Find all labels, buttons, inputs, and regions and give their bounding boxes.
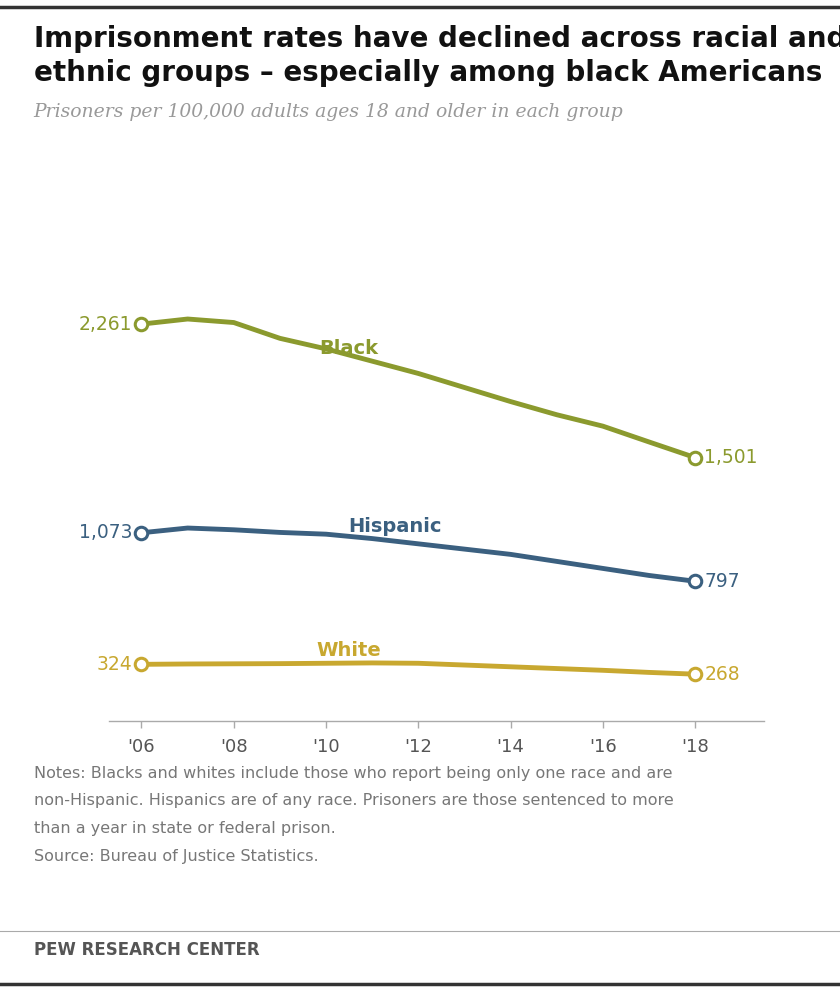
- Text: non-Hispanic. Hispanics are of any race. Prisoners are those sentenced to more: non-Hispanic. Hispanics are of any race.…: [34, 793, 674, 808]
- Text: 797: 797: [705, 572, 740, 591]
- Text: 2,261: 2,261: [79, 314, 132, 334]
- Text: Black: Black: [320, 339, 379, 358]
- Text: 324: 324: [97, 655, 132, 674]
- Text: ethnic groups – especially among black Americans: ethnic groups – especially among black A…: [34, 59, 822, 87]
- Text: Notes: Blacks and whites include those who report being only one race and are: Notes: Blacks and whites include those w…: [34, 766, 672, 781]
- Text: Imprisonment rates have declined across racial and: Imprisonment rates have declined across …: [34, 25, 840, 52]
- Text: PEW RESEARCH CENTER: PEW RESEARCH CENTER: [34, 941, 260, 958]
- Text: Hispanic: Hispanic: [349, 517, 442, 535]
- Text: 1,073: 1,073: [79, 524, 132, 542]
- Text: than a year in state or federal prison.: than a year in state or federal prison.: [34, 821, 335, 836]
- Text: Source: Bureau of Justice Statistics.: Source: Bureau of Justice Statistics.: [34, 849, 318, 864]
- Text: White: White: [317, 641, 381, 660]
- Text: 268: 268: [705, 665, 740, 684]
- Text: Prisoners per 100,000 adults ages 18 and older in each group: Prisoners per 100,000 adults ages 18 and…: [34, 103, 623, 121]
- Text: 1,501: 1,501: [705, 449, 758, 467]
